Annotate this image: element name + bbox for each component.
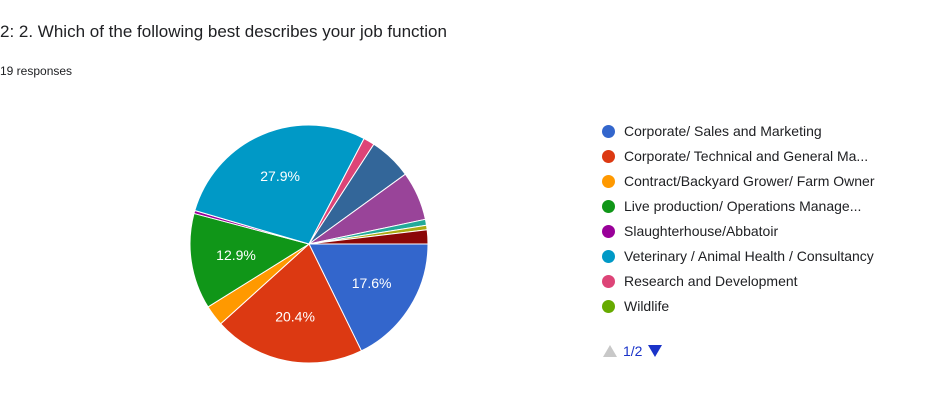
pie-slice-1[interactable] [308, 243, 429, 352]
pie-slices [189, 124, 429, 364]
legend-swatch-icon [602, 174, 615, 188]
legend-item[interactable]: Research and Development [602, 271, 932, 291]
legend-label: Wildlife [624, 298, 670, 314]
legend-label: Research and Development [624, 273, 798, 289]
pie-data-label: 27.9% [260, 168, 300, 184]
legend-swatch-icon [602, 274, 615, 288]
triangle-down-icon[interactable] [648, 345, 663, 357]
pie-slice-6[interactable] [194, 124, 365, 245]
pie-data-label: 17.6% [352, 275, 392, 291]
legend-label: Slaughterhouse/Abbatoir [624, 223, 779, 239]
legend-label: Veterinary / Animal Health / Consultancy [624, 248, 874, 264]
legend-item[interactable]: Live production/ Operations Manage... [602, 196, 932, 216]
legend-item[interactable]: Wildlife [602, 296, 932, 316]
legend-swatch-icon [602, 124, 615, 138]
legend-label: Live production/ Operations Manage... [624, 198, 862, 214]
triangle-up-icon [603, 345, 617, 357]
legend-swatch-icon [602, 149, 615, 163]
pie-slice-2[interactable] [219, 243, 363, 364]
question-title: 2: 2. Which of the following best descri… [0, 22, 447, 41]
legend-label: Corporate/ Technical and General Ma... [624, 148, 869, 164]
legend-page-indicator: 1/2 [623, 343, 643, 359]
legend-swatch-icon [602, 224, 615, 238]
pie-data-label: 12.9% [216, 247, 256, 263]
response-count: 19 responses [0, 64, 73, 78]
legend-label: Corporate/ Sales and Marketing [624, 123, 822, 139]
legend-item[interactable]: Slaughterhouse/Abbatoir [602, 221, 932, 241]
legend-swatch-icon [602, 299, 615, 313]
pie-slice-12[interactable] [308, 229, 429, 245]
legend-item[interactable]: Corporate/ Sales and Marketing [602, 121, 932, 141]
legend-item[interactable]: Contract/Backyard Grower/ Farm Owner [602, 171, 932, 191]
pie-slice-4[interactable] [189, 212, 311, 308]
legend-swatch-icon [602, 199, 615, 213]
pie-labels: 17.6% 20.4% 12.9% 27.9% [216, 168, 391, 324]
chart-legend: Corporate/ Sales and Marketing Corporate/… [602, 121, 932, 321]
pie-data-label: 20.4% [275, 308, 315, 324]
legend-label: Contract/Backyard Grower/ Farm Owner [624, 173, 875, 189]
legend-swatch-icon [602, 249, 615, 263]
legend-pager: 1/2 [603, 343, 663, 359]
legend-item[interactable]: Veterinary / Animal Health / Consultancy [602, 246, 932, 266]
legend-item[interactable]: Corporate/ Technical and General Ma... [602, 146, 932, 166]
